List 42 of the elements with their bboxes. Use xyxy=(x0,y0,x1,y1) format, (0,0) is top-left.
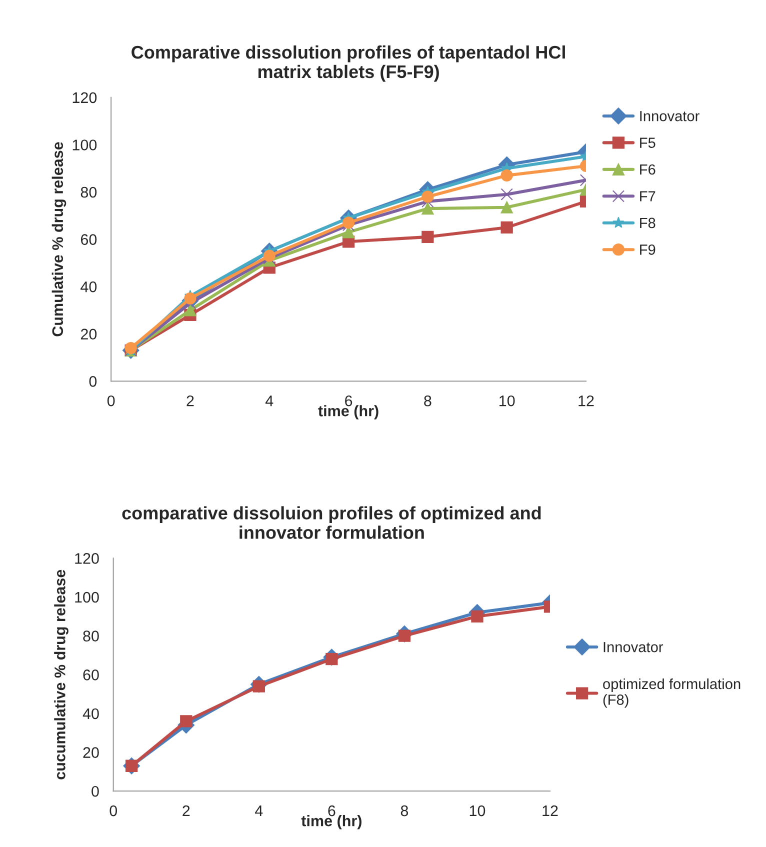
legend-label: Innovator xyxy=(640,111,700,122)
chart-title: Comparative dissolution profiles of tapentadol HCl matrix tablets (F5-F9) xyxy=(132,45,565,82)
y-tick-label: 0 xyxy=(89,376,97,387)
legend-label: F6 xyxy=(640,164,656,175)
legend-label: Innovator xyxy=(604,642,664,652)
x-tick-label: 10 xyxy=(470,805,486,816)
y-axis-title: cucumulative % drug release xyxy=(54,570,68,780)
x-tick-label: 8 xyxy=(424,395,432,406)
y-tick-label: 100 xyxy=(72,140,97,150)
x-tick-label: 6 xyxy=(328,805,336,816)
y-tick-label: 80 xyxy=(80,186,97,198)
legend-label: optimized formulation (F8) xyxy=(603,678,740,708)
y-tick-label: 120 xyxy=(72,92,97,104)
x-axis-title: time (hr) xyxy=(301,815,362,830)
y-tick-label: 100 xyxy=(75,592,99,603)
x-tick-label: 12 xyxy=(542,805,558,816)
x-axis-title: time (hr) xyxy=(318,405,378,420)
y-tick-label: 40 xyxy=(80,281,97,292)
x-tick-label: 0 xyxy=(107,395,115,406)
y-tick-label: 40 xyxy=(82,708,99,720)
x-tick-label: 12 xyxy=(578,395,594,406)
x-tick-label: 2 xyxy=(182,805,190,816)
x-tick-label: 4 xyxy=(265,396,274,406)
x-tick-label: 0 xyxy=(110,805,118,816)
x-tick-label: 4 xyxy=(255,806,263,816)
y-axis-title: Cumulative % drug release xyxy=(52,142,66,336)
chart-title: comparative dissoluion profiles of optimized and innovator formulation xyxy=(122,506,541,539)
y-tick-label: 80 xyxy=(83,630,99,642)
x-tick-label: 10 xyxy=(500,395,515,406)
y-tick-label: 60 xyxy=(83,670,99,680)
x-tick-label: 6 xyxy=(345,395,352,406)
y-tick-label: 0 xyxy=(92,786,99,797)
y-tick-label: 120 xyxy=(75,553,99,564)
y-tick-label: 20 xyxy=(80,328,97,340)
x-tick-label: 8 xyxy=(400,805,408,816)
legend-label: F8 xyxy=(640,218,656,228)
y-tick-label: 20 xyxy=(83,747,99,758)
x-tick-label: 2 xyxy=(186,395,194,406)
legend-label: F9 xyxy=(640,244,656,255)
y-tick-label: 60 xyxy=(80,234,97,245)
legend-label: F5 xyxy=(640,138,656,148)
legend-label: F7 xyxy=(640,191,656,202)
